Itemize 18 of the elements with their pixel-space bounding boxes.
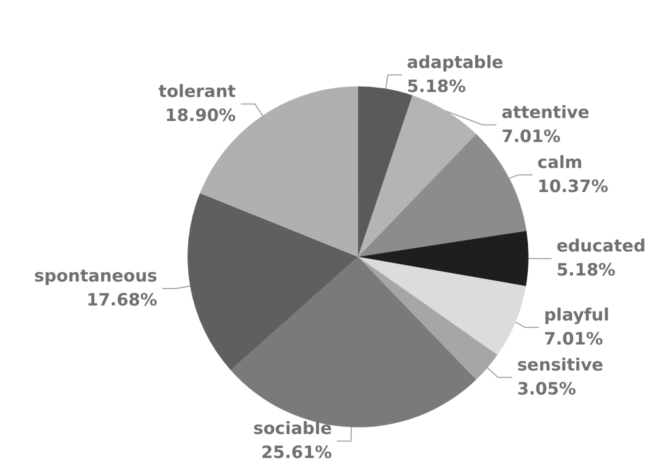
slice-label: sociable	[253, 419, 332, 440]
slice-label: sensitive	[517, 355, 604, 376]
data-label: 18.90%	[165, 106, 236, 126]
slice-label: attentive	[502, 102, 590, 123]
slice-label: educated	[556, 236, 646, 257]
slice-label: adaptable	[406, 52, 504, 73]
slice-label: playful	[544, 305, 610, 326]
data-label: 3.05%	[517, 379, 576, 400]
slice-label: tolerant	[158, 82, 236, 102]
data-label: 17.68%	[86, 290, 158, 310]
data-label: 5.18%	[556, 260, 616, 281]
data-label: 5.18%	[406, 76, 466, 97]
data-label: 7.01%	[544, 329, 603, 350]
data-label: 10.37%	[537, 176, 608, 197]
slice-label: calm	[537, 152, 583, 173]
data-label: 7.01%	[502, 126, 560, 147]
slice-label: spontaneous	[34, 266, 158, 286]
data-label: 25.61%	[261, 443, 332, 464]
